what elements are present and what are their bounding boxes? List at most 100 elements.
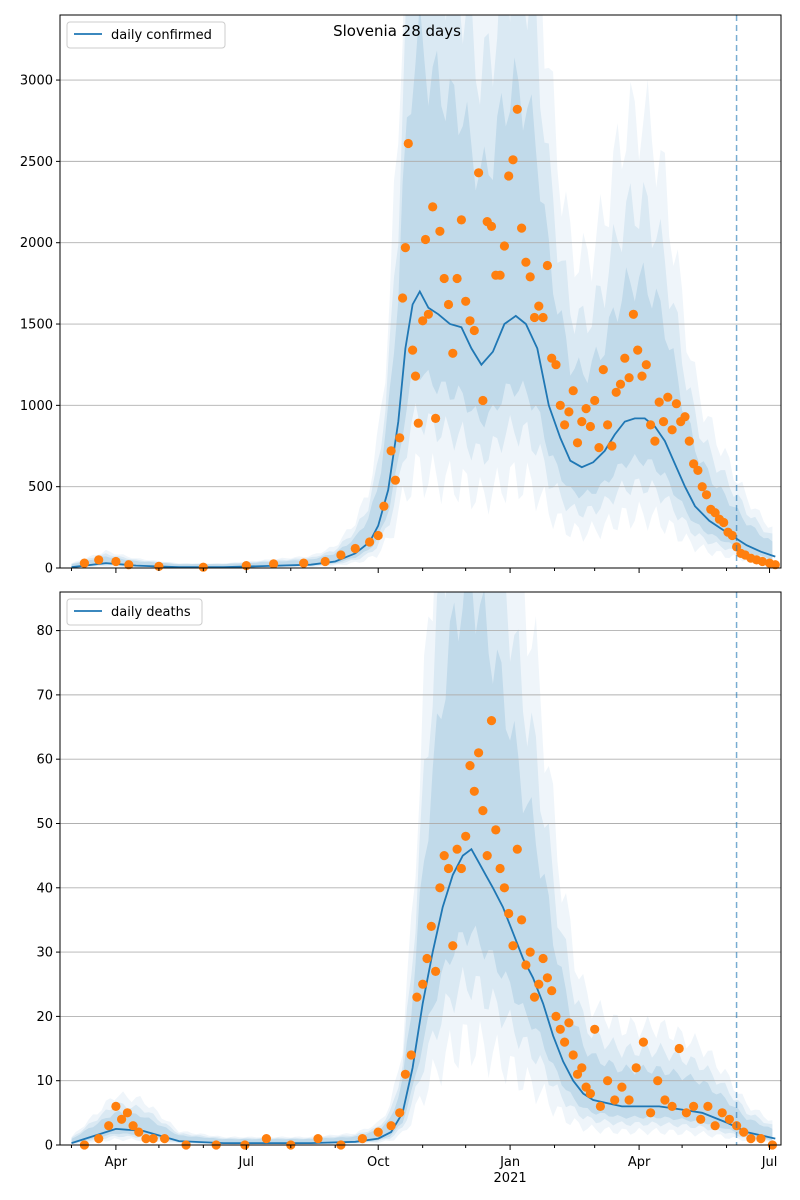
observed-point: [590, 1024, 600, 1034]
observed-point: [564, 1018, 574, 1028]
x-year-label: 2021: [494, 1171, 527, 1186]
observed-point: [439, 851, 449, 861]
observed-point: [680, 412, 690, 422]
observed-point: [482, 851, 492, 861]
observed-point: [269, 559, 279, 569]
y-tick-label-20: 20: [36, 1010, 53, 1025]
observed-point: [628, 309, 639, 319]
observed-point: [512, 844, 522, 854]
observed-point: [124, 560, 134, 570]
observed-point: [435, 883, 445, 893]
observed-point: [538, 312, 548, 323]
observed-point: [624, 373, 634, 383]
observed-point: [406, 1050, 416, 1060]
observed-point: [474, 748, 484, 758]
observed-point: [512, 104, 522, 114]
observed-point: [646, 420, 656, 430]
observed-point: [79, 558, 89, 568]
confirmed-axes-frame: [59, 14, 782, 569]
observed-point: [350, 543, 360, 554]
observed-point: [456, 863, 466, 874]
observed-point: [431, 413, 441, 423]
y-tick-label-40: 40: [36, 881, 53, 896]
observed-point: [631, 1063, 641, 1073]
observed-point: [610, 1095, 620, 1105]
observed-point: [674, 1043, 684, 1054]
observed-point: [474, 168, 484, 178]
observed-point: [658, 417, 669, 427]
observed-point: [611, 387, 621, 397]
observed-point: [320, 556, 330, 567]
observed-point: [653, 1076, 663, 1086]
observed-point: [495, 863, 505, 874]
observed-point: [572, 438, 583, 448]
observed-point: [499, 241, 509, 251]
observed-point: [568, 1050, 578, 1060]
observed-point: [469, 786, 479, 796]
x-tick-label-apr: Apr: [628, 1155, 651, 1170]
observed-point: [410, 371, 421, 381]
observed-point: [542, 973, 553, 983]
observed-point: [443, 863, 454, 874]
observed-point: [693, 465, 703, 475]
observed-point: [486, 221, 497, 231]
observed-point: [703, 1101, 713, 1111]
observed-point: [739, 1127, 749, 1137]
observed-point: [654, 397, 664, 407]
observed-point: [141, 1134, 151, 1144]
observed-point: [299, 558, 309, 568]
observed-point: [594, 443, 604, 453]
observed-point: [160, 1134, 170, 1144]
observed-point: [403, 138, 413, 149]
y-tick-label-2500: 2500: [20, 155, 53, 170]
observed-point: [577, 1063, 587, 1073]
deaths-y-ticks: 0 10 20 30 40 50 60 70 80: [36, 624, 60, 1154]
observed-point: [719, 517, 729, 528]
legend-label: daily confirmed: [111, 28, 212, 43]
observed-point: [420, 234, 431, 245]
observed-point: [423, 309, 433, 319]
deaths-model-line: [71, 847, 776, 1144]
y-tick-label-500: 500: [28, 480, 53, 495]
observed-point: [551, 1011, 561, 1022]
x-tick-label-jan: Jan: [499, 1155, 520, 1170]
observed-point: [568, 386, 578, 396]
observed-point: [336, 550, 346, 560]
observed-point: [595, 1101, 606, 1111]
uncertainty-band-2: [71, 592, 773, 1145]
observed-point: [641, 360, 651, 370]
uncertainty-band-1: [71, 592, 773, 1145]
observed-point: [465, 761, 475, 771]
y-tick-label-60: 60: [36, 753, 53, 768]
x-tick-label-apr: Apr: [105, 1155, 128, 1170]
observed-point: [104, 1121, 114, 1131]
observed-point: [111, 556, 121, 567]
y-tick-label-0: 0: [45, 562, 53, 577]
observed-point: [534, 979, 544, 989]
observed-point: [198, 562, 208, 572]
confirmed-panel: 0 500 1000 1500 2000 2500 3000 Slovenia 28 day…: [20, 14, 782, 577]
confirmed-uncertainty-bands: [71, 15, 773, 568]
uncertainty-band-2: [71, 15, 773, 568]
observed-point: [757, 556, 768, 567]
observed-point: [456, 215, 466, 225]
x-tick-label-jul: Jul: [761, 1155, 778, 1170]
y-tick-label-30: 30: [36, 946, 53, 961]
observed-point: [357, 1134, 367, 1144]
observed-point: [117, 1114, 127, 1124]
observed-point: [603, 420, 613, 430]
observed-point: [148, 1134, 158, 1144]
observed-point: [564, 407, 574, 417]
observed-point: [637, 371, 647, 381]
observed-point: [412, 992, 422, 1002]
observed-point: [390, 475, 400, 485]
observed-point: [413, 418, 423, 428]
observed-point: [478, 395, 488, 406]
observed-point: [529, 992, 540, 1002]
observed-point: [461, 831, 471, 841]
observed-point: [560, 420, 570, 430]
observed-point: [426, 921, 436, 932]
observed-point: [373, 1127, 383, 1137]
observed-point: [499, 883, 509, 893]
